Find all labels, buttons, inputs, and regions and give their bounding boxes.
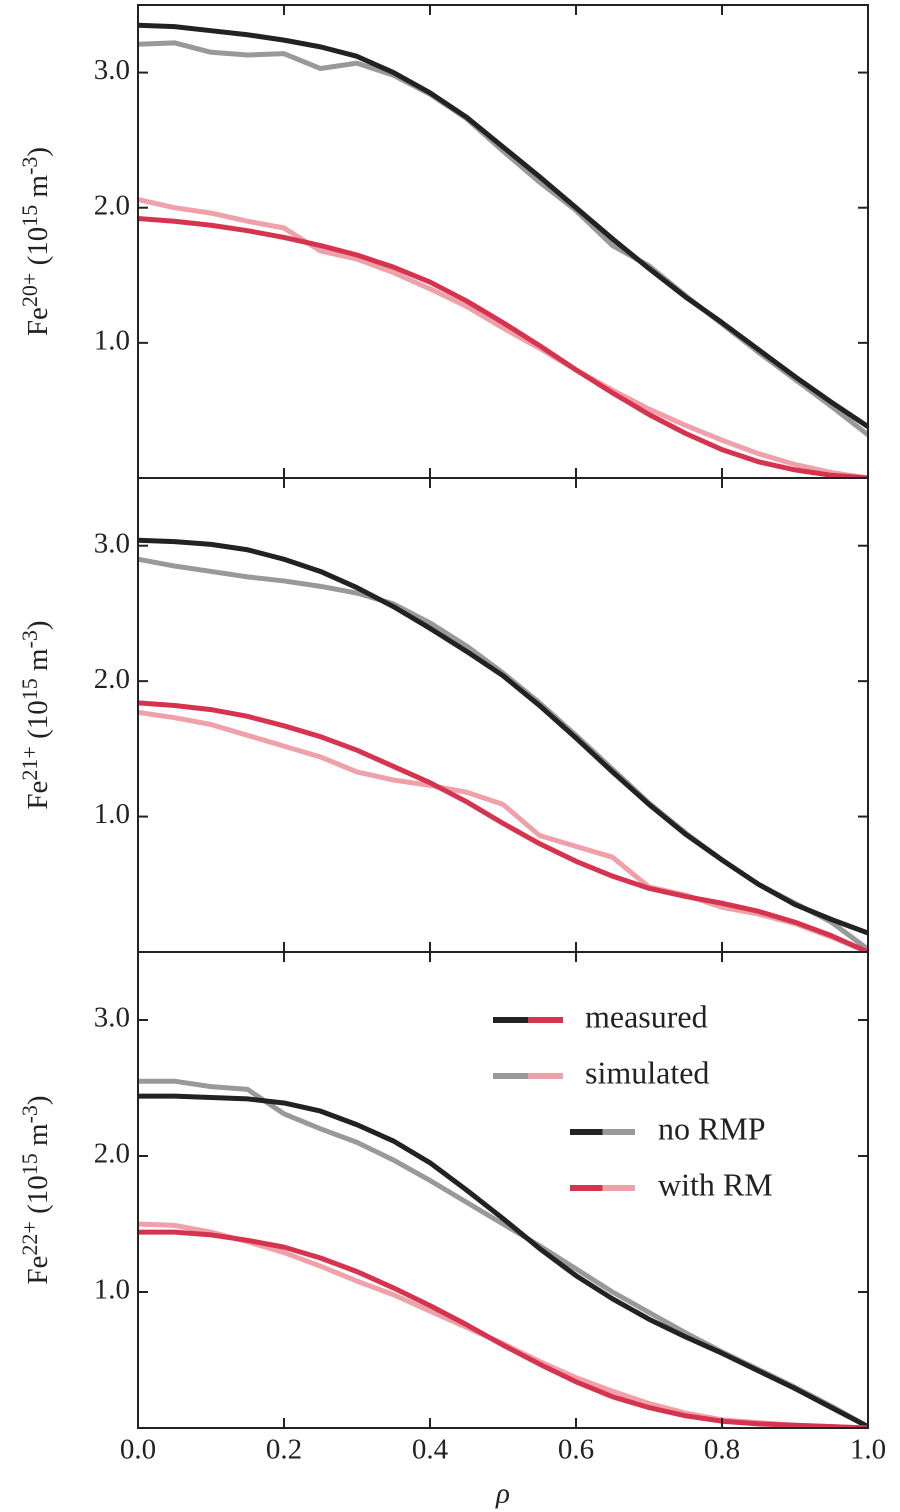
y-label-part: Fe <box>22 1256 54 1285</box>
y-label-part: (10 <box>22 700 54 746</box>
y-label-sup: 21+ <box>17 746 42 780</box>
data-line <box>138 1093 868 1428</box>
y-label-sup: -3 <box>17 1105 42 1123</box>
x-tick-label: 0.0 <box>120 1434 156 1466</box>
legend-label: no RMP <box>658 1110 766 1146</box>
x-tick-label: 0.2 <box>266 1434 302 1466</box>
y-tick-label: 1.0 <box>94 798 130 830</box>
y-tick-label: 1.0 <box>94 325 130 357</box>
data-line <box>138 556 868 952</box>
y-label-sup: 22+ <box>17 1221 42 1255</box>
y-label-part: Fe <box>22 307 54 336</box>
y-label-part: ) <box>22 147 54 157</box>
plot-area <box>138 1078 868 1428</box>
x-tick-label: 0.6 <box>558 1434 594 1466</box>
y-tick-label: 1.0 <box>94 1274 130 1306</box>
axes-frame <box>137 4 869 479</box>
y-label-part: ) <box>22 620 54 630</box>
plot-area <box>138 537 868 952</box>
y-label-sup: -3 <box>17 157 42 175</box>
y-tick-label: 2.0 <box>94 663 130 695</box>
y-label-sup: 20+ <box>17 273 42 307</box>
legend-label: measured <box>585 998 708 1034</box>
data-line <box>138 22 868 430</box>
y-label-sup: 15 <box>17 678 42 700</box>
data-line <box>138 1221 868 1428</box>
y-label-part: ) <box>22 1095 54 1105</box>
data-line <box>138 1229 868 1428</box>
x-tick-label: 0.8 <box>704 1434 740 1466</box>
legend-label: with RM <box>658 1166 773 1202</box>
plot-area <box>138 22 868 478</box>
data-line <box>138 700 868 952</box>
y-tick-label: 2.0 <box>94 189 130 221</box>
y-label-part: (10 <box>22 1175 54 1221</box>
y-axis-label: Fe22+ (1015 m-3) <box>17 1095 54 1284</box>
y-label-part: m <box>22 174 54 204</box>
data-line <box>138 216 868 478</box>
data-line <box>138 709 868 952</box>
data-line <box>138 40 868 438</box>
data-line <box>138 537 868 936</box>
y-tick-label: 3.0 <box>94 527 130 559</box>
y-label-part: m <box>22 648 54 678</box>
legend-label: simulated <box>585 1054 709 1090</box>
y-label-part: (10 <box>22 227 54 273</box>
y-tick-label: 3.0 <box>94 54 130 86</box>
x-axis-label: ρ <box>495 1478 510 1510</box>
x-tick-label: 0.4 <box>412 1434 449 1466</box>
y-label-sup: 15 <box>17 205 42 227</box>
data-line <box>138 197 868 478</box>
y-label-part: m <box>22 1123 54 1153</box>
y-tick-label: 2.0 <box>94 1138 130 1170</box>
y-label-sup: -3 <box>17 630 42 648</box>
y-axis-label: Fe20+ (1015 m-3) <box>17 147 54 336</box>
axes-frame <box>137 951 869 1429</box>
y-label-sup: 15 <box>17 1153 42 1175</box>
y-tick-label: 3.0 <box>94 1002 130 1034</box>
y-axis-label: Fe21+ (1015 m-3) <box>17 620 54 809</box>
x-tick-label: 1.0 <box>850 1434 886 1466</box>
y-label-part: Fe <box>22 781 54 810</box>
